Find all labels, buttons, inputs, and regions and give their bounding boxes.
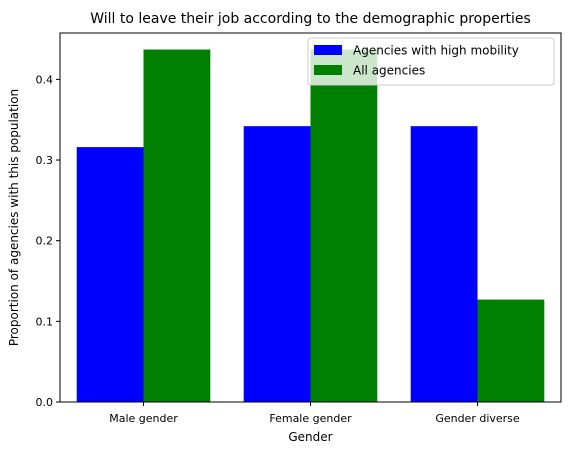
y-tick-label: 0.2: [36, 235, 54, 248]
x-axis-label: Gender: [288, 430, 332, 444]
x-tick-label: Gender diverse: [435, 412, 520, 425]
x-tick-label: Female gender: [269, 412, 352, 425]
legend-swatch-high-mobility: [314, 45, 342, 55]
x-tick-label: Male gender: [109, 412, 178, 425]
y-axis-ticks: 0.0 0.1 0.2 0.3 0.4: [36, 73, 60, 409]
legend-label-high-mobility: Agencies with high mobility: [353, 44, 519, 58]
bar-all-agencies-1: [310, 49, 378, 403]
bar-high-mobility-2: [410, 126, 478, 402]
bar-high-mobility-0: [76, 147, 144, 402]
legend-frame: [307, 37, 555, 86]
y-tick-label: 0.4: [36, 73, 54, 86]
y-tick-label: 0.1: [36, 315, 54, 328]
bar-all-agencies-2: [477, 299, 545, 402]
y-tick-label: 0.0: [36, 396, 54, 409]
x-axis-ticks: Male gender Female gender Gender diverse: [109, 402, 520, 425]
bars-group: [76, 49, 545, 403]
chart-title: Will to leave their job according to the…: [90, 11, 531, 27]
legend: Agencies with high mobility All agencies: [307, 37, 555, 86]
y-axis-label: Proportion of agencies with this populat…: [7, 89, 21, 346]
legend-swatch-all-agencies: [314, 65, 342, 75]
y-tick-label: 0.3: [36, 154, 54, 167]
legend-label-all-agencies: All agencies: [353, 64, 425, 78]
bar-all-agencies-0: [143, 49, 211, 403]
bar-high-mobility-1: [243, 126, 311, 402]
